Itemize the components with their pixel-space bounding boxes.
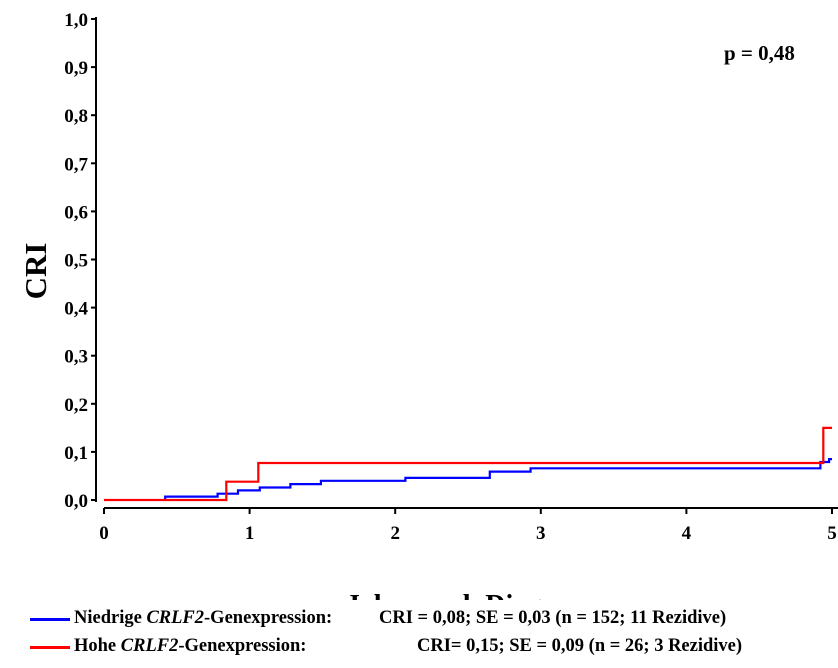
x-tick-label: 2: [390, 523, 400, 544]
x-axis-title: Jahre nach Diagnose: [346, 590, 594, 600]
y-tick-label: 0,9: [64, 58, 88, 79]
series-layer: [104, 426, 832, 502]
legend-item-high: Hohe CRLF2-Genexpression: CRI= 0,15; SE …: [30, 636, 838, 658]
series-line-low: [164, 458, 832, 500]
legend-stats-low: CRI = 0,08; SE = 0,03 (n = 152; 11 Rezid…: [379, 608, 727, 628]
y-tick-label: 0,2: [64, 395, 88, 416]
y-tick-label: 1,0: [64, 10, 88, 31]
series-line-high: [104, 426, 832, 502]
y-tick-label: 0,4: [64, 299, 88, 320]
y-tick-label: 0,0: [64, 491, 88, 512]
y-tick-label: 0,6: [64, 202, 88, 223]
x-tick-label: 3: [536, 523, 546, 544]
y-tick-label: 0,1: [64, 443, 88, 464]
legend-name-high: Hohe CRLF2-Genexpression:: [74, 636, 307, 656]
y-tick-label: 0,8: [64, 106, 88, 127]
legend-item-low: Niedrige CRLF2-Genexpression: CRI = 0,08…: [30, 608, 838, 630]
y-tick-label: 0,5: [64, 251, 88, 272]
legend-swatch-high: [30, 646, 70, 649]
p-value-annotation: p = 0,48: [724, 41, 795, 65]
y-tick-label: 0,3: [64, 347, 88, 368]
legend-stats-high: CRI= 0,15; SE = 0,09 (n = 26; 3 Rezidive…: [417, 636, 743, 656]
x-tick-label: 0: [99, 523, 109, 544]
legend-name-low: Niedrige CRLF2-Genexpression:: [74, 608, 333, 628]
x-tick-label: 1: [245, 523, 255, 544]
y-tick-label: 0,7: [64, 154, 88, 175]
cri-chart: 0,00,10,20,30,40,50,60,70,80,91,00 1 2 3 4 5 …: [18, 10, 838, 600]
x-tick-label: 5: [827, 523, 837, 544]
x-tick-label: 4: [682, 523, 692, 544]
legend-swatch-low: [30, 618, 70, 621]
y-axis-title: CRI: [18, 243, 53, 300]
axes: 0,0 0,1 0,2 0,3 0,4 0,5 0,6 0,7 0,8 0,9 1,0 0 1 2 3 4 5: [64, 10, 838, 544]
